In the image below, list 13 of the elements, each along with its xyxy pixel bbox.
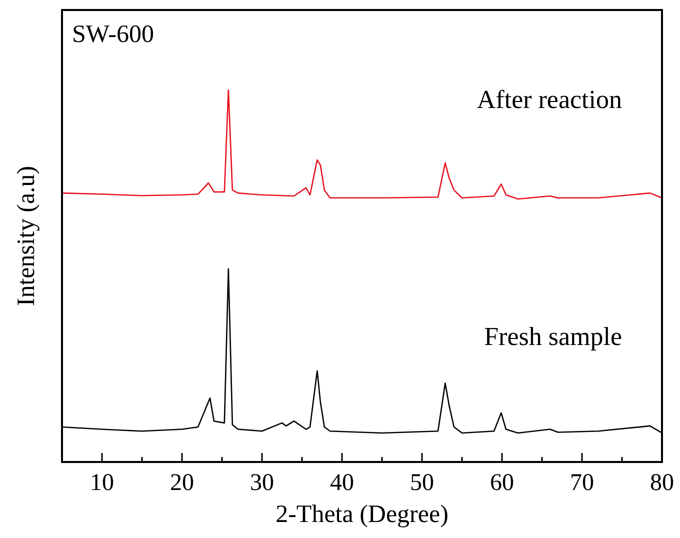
x-tick-label: 50	[410, 470, 434, 496]
x-tick-label: 30	[250, 470, 274, 496]
text: After reaction	[476, 85, 622, 114]
x-tick-label: 10	[90, 470, 114, 496]
x-tick-label: 80	[650, 470, 674, 496]
x-tick-label: 60	[490, 470, 514, 496]
series-label: Fresh sample	[484, 322, 622, 351]
x-tick-label: 40	[330, 470, 354, 496]
text: SW-600	[72, 21, 154, 48]
x-axis-title: 2-Theta (Degree)	[276, 501, 448, 528]
x-tick-label: 70	[570, 470, 594, 496]
x-tick-label: 20	[170, 470, 194, 496]
y-axis-title: Intensity (a.u)	[13, 166, 40, 306]
